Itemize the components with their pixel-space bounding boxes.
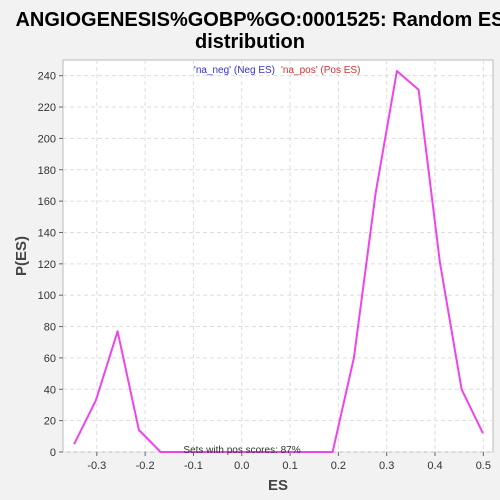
chart-title-line-1: ANGIOGENESIS%GOBP%GO:0001525: Random ES bbox=[15, 9, 500, 31]
chart-title-line-2: distribution bbox=[195, 31, 305, 53]
y-tick-label: 140 bbox=[38, 227, 56, 239]
x-tick-label: 0.3 bbox=[379, 460, 394, 472]
x-tick-label: 0.4 bbox=[427, 460, 442, 472]
y-tick-label: 200 bbox=[38, 133, 56, 145]
pos-scores-annotation: Sets with pos scores: 87% bbox=[183, 445, 300, 456]
y-tick-label: 120 bbox=[38, 259, 56, 271]
y-tick-label: 0 bbox=[50, 447, 56, 459]
x-tick-label: 0.0 bbox=[234, 460, 249, 472]
x-tick-label: -0.3 bbox=[87, 460, 106, 472]
x-tick-label: 0.2 bbox=[331, 460, 346, 472]
series-line-0 bbox=[73, 70, 484, 453]
y-tick-label: 20 bbox=[44, 416, 56, 428]
legend-entry-pos: 'na_pos' (Pos ES) bbox=[281, 65, 360, 76]
y-tick-label: 60 bbox=[44, 353, 56, 365]
x-tick-label: -0.1 bbox=[184, 460, 203, 472]
legend-entry-neg: 'na_neg' (Neg ES) bbox=[194, 65, 275, 76]
x-tick-label: 0.5 bbox=[476, 460, 491, 472]
y-axis-label: P(ES) bbox=[13, 236, 30, 276]
x-tick-label: -0.2 bbox=[136, 460, 155, 472]
y-tick-label: 220 bbox=[38, 102, 56, 114]
series bbox=[73, 70, 484, 453]
y-tick-label: 240 bbox=[38, 71, 56, 83]
y-tick-label: 40 bbox=[44, 384, 56, 396]
y-tick-label: 80 bbox=[44, 322, 56, 334]
plot-area bbox=[62, 59, 494, 453]
y-tick-label: 180 bbox=[38, 165, 56, 177]
y-tick-label: 160 bbox=[38, 196, 56, 208]
x-tick-label: 0.1 bbox=[282, 460, 297, 472]
x-axis-label: ES bbox=[268, 477, 288, 494]
y-tick-label: 100 bbox=[38, 290, 56, 302]
